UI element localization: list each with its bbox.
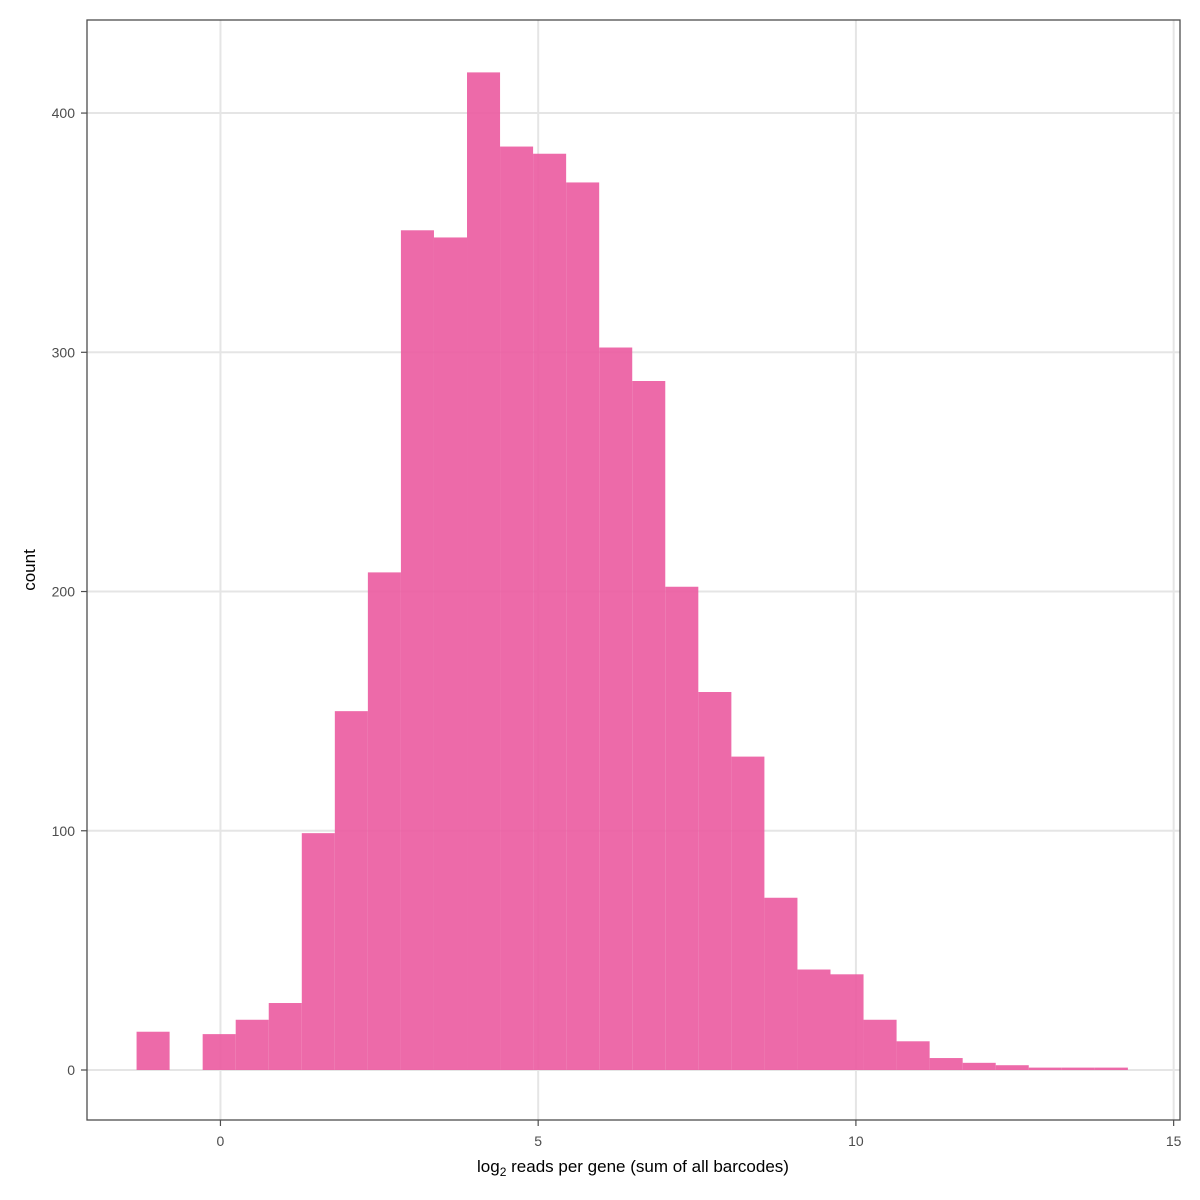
histogram-bar	[698, 692, 732, 1070]
histogram-bar	[533, 153, 567, 1070]
histogram-bars	[136, 72, 1128, 1071]
y-tick-label: 100	[52, 823, 76, 839]
axis-ticks	[81, 112, 1175, 1126]
histogram-bar	[632, 381, 666, 1071]
x-tick-label: 0	[217, 1133, 225, 1149]
x-tick-label: 5	[534, 1133, 542, 1149]
histogram-bar	[268, 1003, 302, 1070]
histogram-bar	[136, 1031, 170, 1070]
histogram-bar	[830, 974, 864, 1070]
histogram-bar	[731, 756, 765, 1070]
histogram-bar	[367, 572, 401, 1070]
histogram-bar	[896, 1041, 930, 1070]
histogram-bar	[433, 237, 468, 1070]
histogram-bar	[797, 969, 831, 1070]
histogram-bar	[1028, 1067, 1062, 1070]
histogram-bar	[995, 1065, 1029, 1070]
x-axis-title-main: log	[477, 1157, 500, 1176]
x-tick-label: 15	[1166, 1133, 1182, 1149]
histogram-bar	[962, 1062, 996, 1070]
x-axis-title-subscript: 2	[500, 1165, 507, 1179]
histogram-bar	[599, 347, 633, 1070]
y-tick-label: 200	[52, 584, 76, 600]
x-tick-label: 10	[848, 1133, 864, 1149]
histogram-bar	[400, 230, 434, 1070]
y-tick-label: 0	[67, 1062, 75, 1078]
panel-border	[86, 19, 1181, 1121]
x-axis-title-rest: reads per gene (sum of all barcodes)	[506, 1157, 789, 1176]
histogram-bar	[301, 833, 335, 1070]
histogram-bar	[863, 1019, 897, 1070]
x-axis-title: log2 reads per gene (sum of all barcodes…	[477, 1157, 789, 1179]
histogram-bar	[334, 711, 368, 1070]
y-axis-title: count	[20, 549, 39, 591]
histogram-bar	[235, 1019, 269, 1070]
histogram-bar	[764, 897, 798, 1070]
histogram-bar	[929, 1058, 963, 1070]
histogram-bar	[1094, 1067, 1128, 1070]
histogram-bar	[202, 1034, 236, 1070]
y-tick-label: 300	[52, 344, 76, 360]
histogram-bar	[566, 182, 600, 1070]
axis-tick-labels: 0 5 10 15 0 100 200 300 400	[52, 105, 1182, 1149]
histogram-bar	[665, 586, 699, 1070]
histogram-bar	[500, 146, 534, 1070]
histogram-bar	[1061, 1067, 1095, 1070]
y-tick-label: 400	[52, 105, 76, 121]
histogram-bar	[467, 72, 501, 1071]
